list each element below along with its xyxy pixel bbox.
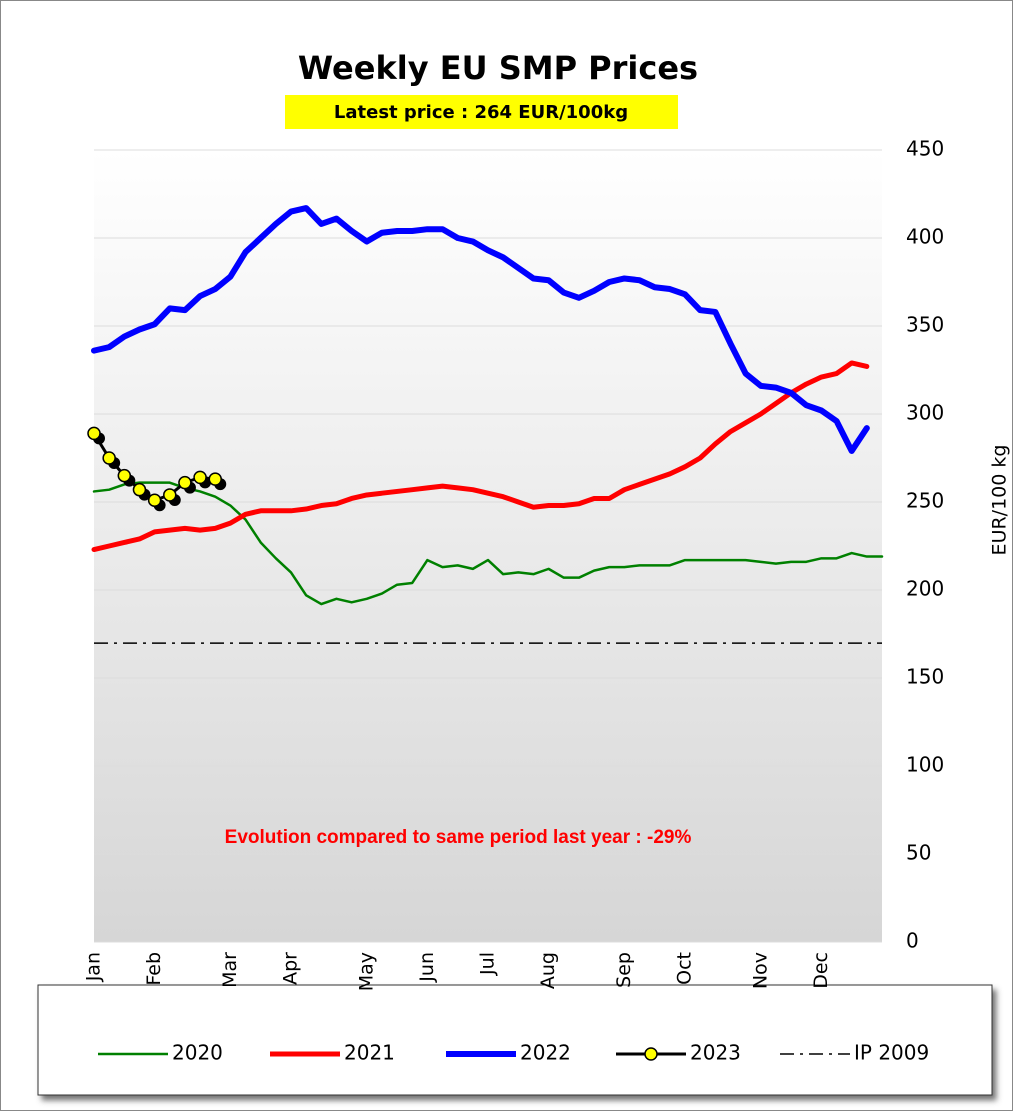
x-tick-label: Dec: [810, 952, 832, 989]
y-tick-label: 250: [906, 489, 944, 513]
x-tick-label: Mar: [219, 952, 241, 988]
annotation: Evolution compared to same period last y…: [225, 827, 692, 848]
y-tick-label: 150: [906, 665, 944, 689]
series-line: [92, 481, 884, 606]
legend-label: IP 2009: [854, 1041, 929, 1065]
y-tick-label: 100: [906, 753, 944, 777]
legend: 2020 2021 2022 2023 IP 2009: [98, 1041, 929, 1065]
legend-label: 2021: [344, 1041, 395, 1065]
marker: [163, 488, 177, 502]
plot-area: [94, 150, 882, 942]
chart-title: Weekly EU SMP Prices: [298, 49, 698, 87]
y-tick-label: 200: [906, 577, 944, 601]
legend-box: [37, 984, 993, 1096]
y-tick-label: 400: [906, 225, 944, 249]
plot: [87, 205, 884, 644]
marker: [208, 472, 222, 486]
legend-label: 2020: [172, 1041, 223, 1065]
legend-label: 2023: [690, 1041, 741, 1065]
subtitle: Latest price : 264 EUR/100kg: [334, 102, 628, 123]
marker: [117, 468, 132, 483]
x-tick-label: Jun: [416, 952, 438, 983]
x-tick-label: Apr: [280, 952, 302, 985]
y-axis-label: EUR/100 kg: [989, 445, 1011, 556]
y-tick-label: 350: [906, 313, 944, 337]
series-line: [91, 360, 870, 553]
marker: [102, 451, 116, 465]
marker: [132, 482, 147, 497]
y-tick-label: 450: [906, 137, 944, 161]
x-tick-label: Feb: [143, 952, 165, 986]
x-tick-label: Jan: [83, 952, 105, 982]
series-line: [91, 205, 870, 454]
marker: [87, 426, 101, 441]
subtitle-box: [285, 95, 678, 129]
marker: [193, 470, 207, 485]
y-tick-label: 50: [906, 841, 931, 865]
x-tick-label: May: [355, 952, 377, 991]
x-tick-label: Aug: [537, 952, 559, 989]
y-tick-label: 0: [906, 929, 919, 953]
x-tick-label: Oct: [674, 952, 696, 985]
legend-label: 2022: [520, 1041, 571, 1065]
x-tick-label: Jul: [477, 952, 499, 976]
x-tick-label: Sep: [613, 952, 635, 988]
x-tick-label: Nov: [749, 952, 771, 989]
y-tick-label: 300: [906, 401, 944, 425]
marker: [178, 475, 192, 490]
marker: [147, 493, 162, 507]
legend-marker: [644, 1047, 658, 1061]
